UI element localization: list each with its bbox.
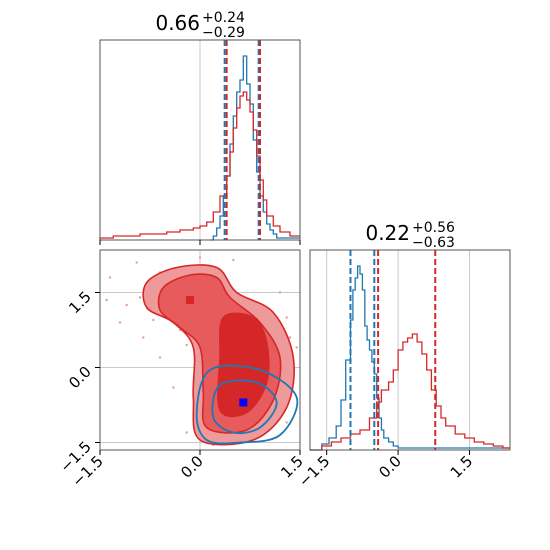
param1-marginal-histogram [99, 39, 301, 245]
red-histogram-series [310, 333, 510, 451]
param2-title: 0.22 [365, 221, 410, 245]
contour-body [105, 256, 299, 447]
scatter-point [285, 421, 288, 424]
blue-histogram-series [310, 265, 510, 451]
scatter-point [172, 386, 175, 389]
marker-red [186, 296, 194, 304]
scatter-point [135, 261, 138, 264]
scatter-point [152, 318, 155, 322]
scatter-point [278, 291, 282, 294]
marker-red [246, 348, 254, 357]
param1-plus-error: +0.24 [202, 10, 245, 26]
param2-marginal-histogram: −1.5 0.0 1.5 [295, 249, 511, 491]
param2-minus-error: −0.63 [412, 235, 455, 251]
scatter-point [295, 346, 298, 349]
blue-contour-outer [195, 364, 299, 445]
y-tick-label: 1.5 [65, 288, 95, 318]
param2-median: 0.22 [365, 221, 410, 245]
param1-title: 0.66 [155, 11, 200, 35]
param2-plus-error: +0.56 [412, 220, 455, 236]
param1-minus-error: −0.29 [202, 25, 245, 41]
scatter-point [185, 431, 188, 434]
x-tick-label: 0.0 [375, 452, 405, 482]
blue-contour-inner [211, 379, 278, 435]
panel-frame [309, 249, 511, 451]
scatter-point [105, 298, 108, 302]
y-tick-label: 0.0 [65, 363, 95, 393]
scatter-point [142, 336, 145, 339]
scatter-point [185, 343, 188, 347]
red-histogram-series [99, 91, 300, 240]
x-tick-label: −1.5 [295, 452, 333, 490]
param1-median: 0.66 [155, 11, 200, 35]
scatter-point [198, 256, 202, 259]
x-tick-label: 0.0 [177, 452, 207, 482]
x-tick-label: 1.5 [447, 452, 477, 482]
marker-blue_marker [239, 398, 248, 407]
scatter-point [108, 276, 112, 279]
scatter-point [158, 356, 162, 359]
blue-histogram-series [210, 55, 300, 241]
scatter-point [138, 296, 142, 299]
joint-contour-panel: −1.5 0.0 1.5−1.50.01.5 [56, 249, 307, 491]
scatter-point [288, 336, 292, 339]
scatter-point [285, 316, 288, 319]
scatter-point [232, 258, 235, 262]
scatter-point [118, 321, 122, 324]
scatter-point [125, 303, 128, 307]
red-contour-inner [217, 312, 270, 418]
